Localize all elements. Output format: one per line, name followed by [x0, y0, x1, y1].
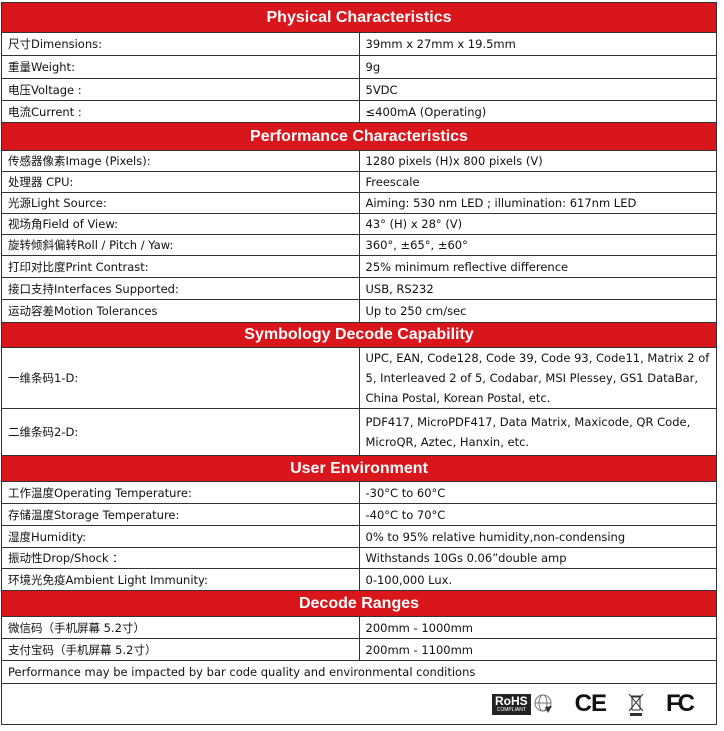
certification-logos: RoHS COMPLIANT CE FC: [2, 684, 716, 724]
spec-value: -40°C to 70°C: [358, 503, 717, 526]
spec-value: 0% to 95% relative humidity,non-condensi…: [358, 525, 717, 548]
spec-value: PDF417, MicroPDF417, Data Matrix, Maxico…: [358, 408, 717, 456]
spec-label: 视场角Field of View:: [1, 213, 360, 235]
spec-label: 振动性Drop/Shock ：: [1, 547, 360, 569]
spec-label: 光源Light Source:: [1, 192, 360, 214]
spec-row: 存储温度Storage Temperature: -40°C to 70°C: [1, 503, 717, 526]
spec-value: 5VDC: [358, 78, 717, 101]
spec-row: 处理器 CPU: Freescale: [1, 171, 717, 193]
spec-value: 200mm - 1000mm: [358, 616, 717, 639]
spec-row: 运动容差Motion Tolerances Up to 250 cm/sec: [1, 299, 717, 323]
section-header: Physical Characteristics: [1, 2, 717, 33]
spec-label: 湿度Humidity:: [1, 525, 360, 548]
spec-value: Withstands 10Gs 0.06”double amp: [358, 547, 717, 569]
spec-label: 接口支持Interfaces Supported:: [1, 277, 360, 300]
section-title: Symbology Decode Capability: [1, 322, 717, 348]
section-header: Decode Ranges: [1, 590, 717, 617]
spec-row: 微信码（手机屏幕 5.2寸） 200mm - 1000mm: [1, 616, 717, 639]
spec-label: 微信码（手机屏幕 5.2寸）: [1, 616, 360, 639]
ce-logo: CE: [574, 690, 607, 717]
spec-row: 电压Voltage :5VDC: [1, 78, 717, 101]
spec-value: 200mm - 1100mm: [358, 638, 717, 661]
spec-label: 环境光免疫Ambient Light Immunity:: [1, 568, 360, 591]
spec-row: 二维条码2-D: PDF417, MicroPDF417, Data Matrix…: [1, 408, 717, 456]
spec-label: 一维条码1-D:: [1, 347, 360, 409]
spec-row: 光源Light Source: Aiming: 530 nm LED ; illu…: [1, 192, 717, 214]
spec-label: 处理器 CPU:: [1, 171, 360, 193]
spec-label: 尺寸Dimensions:: [1, 32, 360, 56]
spec-value: -30°C to 60°C: [358, 481, 717, 504]
spec-row: 接口支持Interfaces Supported: USB, RS232: [1, 277, 717, 300]
section-title: Physical Characteristics: [1, 2, 717, 33]
spec-value: 25% minimum reflective difference: [358, 255, 717, 278]
spec-label: 支付宝码（手机屏幕 5.2寸）: [1, 638, 360, 661]
spec-value: Freescale: [358, 171, 717, 193]
spec-row: 传感器像素Image (Pixels): 1280 pixels (H)x 800…: [1, 150, 717, 172]
spec-row: 支付宝码（手机屏幕 5.2寸） 200mm - 1100mm: [1, 638, 717, 661]
spec-label: 传感器像素Image (Pixels):: [1, 150, 360, 172]
spec-row: 湿度Humidity: 0% to 95% relative humidity,n…: [1, 525, 717, 548]
spec-label: 电压Voltage :: [1, 78, 360, 101]
spec-value: 43° (H) x 28° (V): [358, 213, 717, 235]
spec-value: ≤400mA (Operating): [358, 100, 717, 123]
spec-label: 工作温度Operating Temperature:: [1, 481, 360, 504]
spec-row: 环境光免疫Ambient Light Immunity: 0-100,000 Lu…: [1, 568, 717, 591]
spec-table: Physical Characteristics 尺寸Dimensions: 39m…: [1, 2, 717, 725]
section-header: Symbology Decode Capability: [1, 322, 717, 348]
spec-row: 旋转倾斜偏转Roll / Pitch / Yaw: 360°, ±65°, ±60…: [1, 234, 717, 256]
note: Performance may be impacted by bar code …: [1, 660, 717, 684]
spec-value: 360°, ±65°, ±60°: [358, 234, 717, 256]
spec-row: 打印对比度Print Contrast: 25% minimum reflecti…: [1, 255, 717, 278]
rohs-logo: RoHS COMPLIANT: [491, 693, 553, 715]
section-title: User Environment: [1, 455, 717, 482]
spec-label: 打印对比度Print Contrast:: [1, 255, 360, 278]
spec-row: 重量Weight: 9g: [1, 55, 717, 79]
globe-icon: [534, 694, 552, 713]
spec-row: 视场角Field of View: 43° (H) x 28° (V): [1, 213, 717, 235]
spec-row: 尺寸Dimensions: 39mm x 27mm x 19.5mm: [1, 32, 717, 56]
spec-label: 二维条码2-D:: [1, 408, 360, 456]
spec-value: Aiming: 530 nm LED ; illumination: 617nm…: [358, 192, 717, 214]
spec-value: 39mm x 27mm x 19.5mm: [358, 32, 717, 56]
spec-label: 旋转倾斜偏转Roll / Pitch / Yaw:: [1, 234, 360, 256]
spec-label: 重量Weight:: [1, 55, 360, 79]
weee-bin-icon: [628, 693, 644, 716]
spec-row: 工作温度Operating Temperature: -30°C to 60°C: [1, 481, 717, 504]
section-header: Performance Characteristics: [1, 122, 717, 151]
section-title: Decode Ranges: [1, 590, 717, 617]
section-header: User Environment: [1, 455, 717, 482]
spec-label: 电流Current :: [1, 100, 360, 123]
spec-label: 运动容差Motion Tolerances: [1, 299, 360, 323]
spec-value: 1280 pixels (H)x 800 pixels (V): [358, 150, 717, 172]
section-title: Performance Characteristics: [1, 122, 717, 151]
spec-row: 一维条码1-D: UPC, EAN, Code128, Code 39, Code…: [1, 347, 717, 409]
fcc-logo: FC: [666, 690, 695, 717]
spec-value: 0-100,000 Lux.: [358, 568, 717, 591]
spec-row: 振动性Drop/Shock ： Withstands 10Gs 0.06”doub…: [1, 547, 717, 569]
spec-value: 9g: [358, 55, 717, 79]
spec-row: 电流Current : ≤400mA (Operating): [1, 100, 717, 123]
spec-label: 存储温度Storage Temperature:: [1, 503, 360, 526]
spec-value: UPC, EAN, Code128, Code 39, Code 93, Cod…: [358, 347, 717, 409]
spec-value: Up to 250 cm/sec: [358, 299, 717, 323]
spec-value: USB, RS232: [358, 277, 717, 300]
